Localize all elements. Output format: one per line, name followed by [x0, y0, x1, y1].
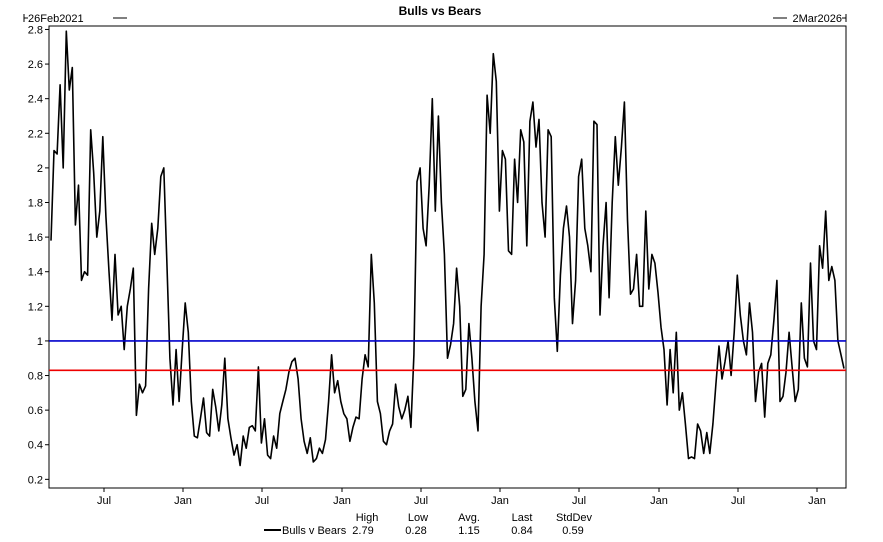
y-tick-label: 2.8: [28, 24, 43, 36]
stat-header: Last: [512, 512, 533, 524]
y-tick-label: 2.2: [28, 128, 43, 140]
stat-header: High: [356, 512, 379, 524]
stat-value: 1.15: [458, 525, 479, 537]
stat-value: 0.59: [562, 525, 583, 537]
x-tick-label: Jul: [572, 495, 586, 507]
series-group: [50, 30, 845, 467]
x-tick-label: Jan: [650, 495, 668, 507]
stat-header: Avg.: [458, 512, 480, 524]
y-tick-label: 1.2: [28, 301, 43, 313]
x-tick-label: Jan: [174, 495, 192, 507]
stats-legend: Bulls v Bears High Low Avg. Last StdDev 2.79 0…: [264, 512, 593, 537]
stat-value: 0.84: [511, 525, 532, 537]
stat-header: StdDev: [556, 512, 593, 524]
x-tick-label: Jul: [731, 495, 745, 507]
y-tick-label: 2.6: [28, 59, 43, 71]
y-axis: 0.2 0.4 0.6 0.8 1 1.2 1.4 1.6 1.8 2 2.2 2.4 2.6 2.8: [28, 24, 49, 486]
y-tick-label: 0.6: [28, 405, 43, 417]
x-tick-label: Jul: [97, 495, 111, 507]
chart-title: Bulls vs Bears: [399, 4, 482, 18]
start-date-label: 26Feb2021: [28, 13, 84, 25]
x-tick-label: Jan: [808, 495, 826, 507]
stat-header: Low: [408, 512, 428, 524]
x-tick-label: Jan: [333, 495, 351, 507]
y-tick-label: 0.2: [28, 474, 43, 486]
legend-series-name: Bulls v Bears: [282, 525, 347, 537]
y-tick-label: 1.6: [28, 232, 43, 244]
start-date-marker: 26Feb2021: [23, 13, 127, 25]
y-tick-label: 1.8: [28, 197, 43, 209]
y-tick-label: 2: [37, 163, 43, 175]
x-tick-label: Jul: [414, 495, 428, 507]
y-tick-label: 1: [37, 336, 43, 348]
y-tick-label: 0.8: [28, 371, 43, 383]
end-date-label: 2Mar2026: [792, 13, 842, 25]
x-axis: Jul Jan Jul Jan Jul Jan Jul Jan Jul Jan: [97, 488, 826, 507]
x-tick-label: Jul: [255, 495, 269, 507]
y-tick-label: 0.4: [28, 440, 43, 452]
reference-lines: [49, 340, 846, 372]
stat-value: 2.79: [352, 525, 373, 537]
end-date-marker: 2Mar2026: [773, 13, 847, 25]
y-tick-label: 2.4: [28, 94, 43, 106]
stat-value: 0.28: [405, 525, 426, 537]
plot-area: [48, 25, 847, 489]
series-line-bulls-v-bears: [50, 30, 845, 467]
y-tick-label: 1.4: [28, 267, 43, 279]
x-tick-label: Jan: [491, 495, 509, 507]
